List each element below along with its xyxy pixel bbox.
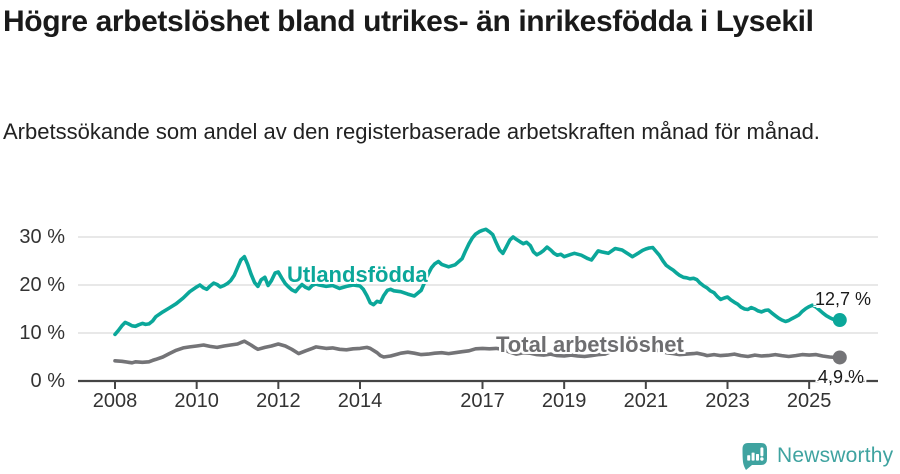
newsworthy-logo-icon [742,443,767,470]
x-tick-label: 2021 [623,390,669,412]
x-tick-label: 2017 [460,390,505,412]
newsworthy-logo: Newsworthy [741,442,893,470]
series-line-utlandsfodda [113,227,842,337]
x-tick-label: 2014 [337,390,383,412]
series-label-utlandsfodda: Utlandsfödda [287,262,428,287]
x-tick-label: 2019 [541,390,587,412]
x-tick-label: 2012 [256,390,301,412]
x-tick-label: 2008 [92,390,138,412]
end-value-label-utlandsfodda: 12,7 % [815,289,872,309]
y-tick-label: 20 % [19,274,65,296]
y-tick-label: 30 % [19,226,65,248]
series-end-dot-utlandsfodda [832,313,847,328]
end-value-label-total: 4,9 % [818,367,865,387]
x-tick-label: 2023 [705,390,750,412]
newsworthy-logo-text: Newsworthy [777,444,894,467]
series-end-dot-total [832,350,847,365]
page-title: Högre arbetslöshet bland utrikes- än inr… [3,5,814,38]
series-line-total [113,339,842,365]
y-tick-label: 10 % [19,322,65,344]
x-tick-label: 2010 [174,390,219,412]
chart-subtitle: Arbetssökande som andel av den registerb… [3,119,820,144]
y-tick-label: 0 % [30,370,65,392]
series-label-total-arbetsloshet: Total arbetslöshet [496,332,684,357]
x-tick-label: 2025 [786,390,832,412]
